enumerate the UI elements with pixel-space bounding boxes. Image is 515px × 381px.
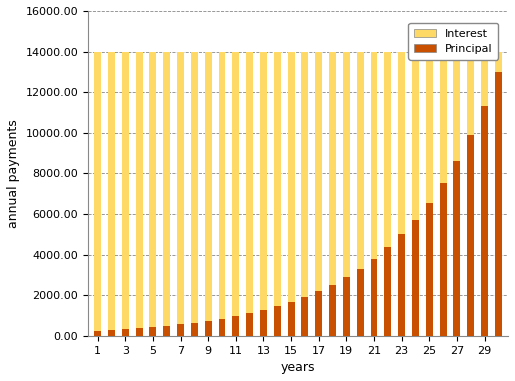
Bar [398, 52, 405, 234]
Bar [94, 331, 101, 336]
Bar [135, 328, 143, 336]
Bar [246, 313, 253, 336]
Bar [343, 277, 350, 336]
Bar [329, 285, 336, 336]
Bar [467, 135, 474, 336]
Bar [301, 52, 308, 297]
Bar [232, 316, 239, 336]
Bar [481, 52, 488, 106]
Bar [426, 52, 433, 203]
Bar [135, 52, 143, 328]
Bar [260, 310, 267, 336]
Bar [149, 52, 157, 327]
Bar [454, 161, 460, 336]
Bar [495, 72, 502, 336]
Bar [232, 52, 239, 316]
Bar [288, 302, 295, 336]
Bar [426, 203, 433, 336]
Bar [467, 52, 474, 135]
Bar [288, 52, 295, 302]
Legend: Interest, Principal: Interest, Principal [408, 23, 499, 60]
Bar [163, 52, 170, 326]
Bar [481, 106, 488, 336]
Bar [301, 297, 308, 336]
Bar [108, 52, 115, 330]
Bar [246, 52, 253, 313]
Bar [454, 52, 460, 161]
Bar [440, 183, 447, 336]
Bar [384, 52, 391, 247]
Bar [315, 52, 322, 291]
Bar [412, 52, 419, 219]
Bar [357, 52, 364, 269]
Bar [218, 52, 226, 319]
Bar [191, 323, 198, 336]
Bar [384, 247, 391, 336]
Bar [329, 52, 336, 285]
Bar [218, 319, 226, 336]
Bar [495, 52, 502, 72]
Bar [163, 326, 170, 336]
Bar [274, 52, 281, 306]
Bar [177, 324, 184, 336]
Y-axis label: annual payments: annual payments [7, 119, 20, 228]
Bar [108, 330, 115, 336]
Bar [440, 52, 447, 183]
Bar [205, 321, 212, 336]
Bar [398, 234, 405, 336]
Bar [122, 52, 129, 329]
Bar [412, 219, 419, 336]
Bar [371, 52, 377, 259]
Bar [315, 291, 322, 336]
Bar [191, 52, 198, 323]
Bar [122, 329, 129, 336]
Bar [343, 52, 350, 277]
Bar [357, 269, 364, 336]
Bar [260, 52, 267, 310]
X-axis label: years: years [281, 361, 315, 374]
Bar [274, 306, 281, 336]
Bar [149, 327, 157, 336]
Bar [177, 52, 184, 324]
Bar [371, 259, 377, 336]
Bar [94, 52, 101, 331]
Bar [205, 52, 212, 321]
